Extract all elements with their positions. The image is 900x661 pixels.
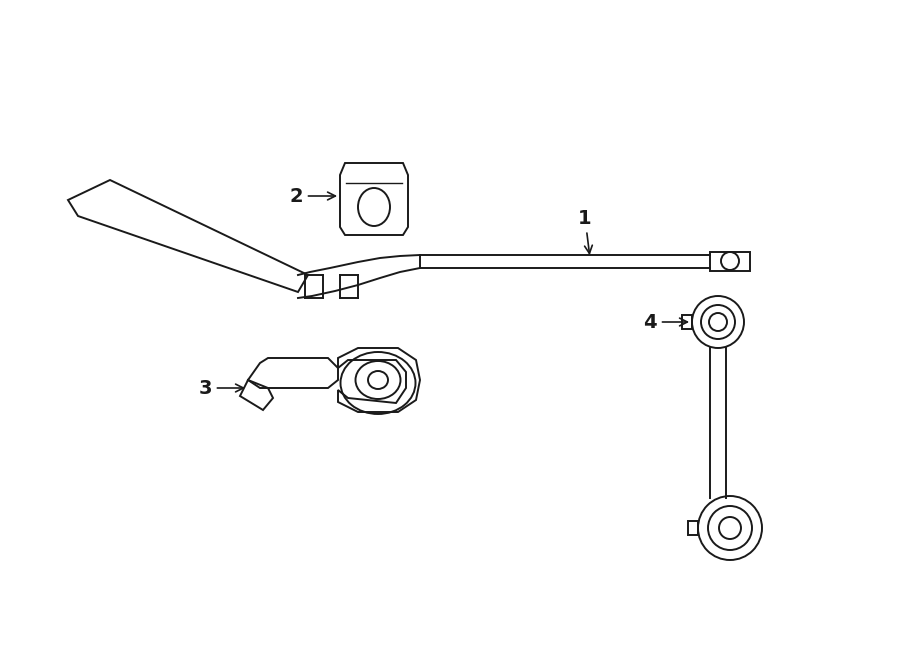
Text: 3: 3 (198, 379, 243, 397)
Text: 1: 1 (578, 208, 592, 253)
Text: 2: 2 (289, 186, 336, 206)
Text: 4: 4 (644, 313, 688, 332)
